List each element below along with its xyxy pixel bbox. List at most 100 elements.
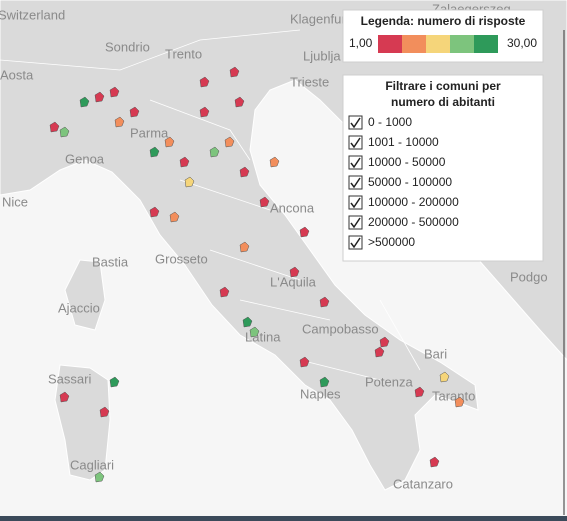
- legend-max: 30,00: [507, 36, 537, 50]
- municipality: [374, 346, 385, 358]
- legend-swatch: [474, 35, 498, 53]
- filter-item-label[interactable]: 200000 - 500000: [368, 215, 459, 229]
- filter-box: [342, 74, 544, 262]
- municipality: [209, 146, 220, 158]
- filter-panel: Filtrare i comuni per numero di abitanti…: [342, 74, 544, 262]
- municipality: [129, 106, 140, 118]
- municipality: [224, 136, 235, 148]
- filter-item-label[interactable]: 1001 - 10000: [368, 135, 439, 149]
- checkbox[interactable]: [348, 235, 363, 250]
- municipality: [439, 371, 450, 383]
- municipality: [184, 176, 195, 188]
- municipality: [242, 316, 253, 328]
- place-label: L'Aquila: [270, 274, 317, 289]
- municipality: [269, 156, 280, 168]
- municipality: [94, 471, 105, 483]
- municipality: [99, 406, 110, 418]
- place-label: Parma: [130, 125, 169, 140]
- checkmark: [350, 117, 361, 129]
- place-label: Ljublja: [303, 48, 341, 63]
- municipality: [319, 296, 330, 308]
- municipality: [149, 206, 160, 218]
- legend-swatch: [426, 35, 450, 53]
- municipalities: [49, 66, 465, 483]
- place-label: Switzerland: [0, 7, 65, 22]
- checkbox[interactable]: [348, 155, 363, 170]
- place-label: Campobasso: [302, 321, 379, 336]
- municipality: [289, 266, 300, 278]
- legend-scale: [378, 35, 498, 53]
- place-label: Trieste: [290, 74, 329, 89]
- municipality: [299, 356, 310, 368]
- municipality: [149, 146, 160, 158]
- checkmark: [350, 237, 361, 249]
- municipality: [59, 126, 70, 138]
- place-label: Catanzaro: [393, 476, 453, 491]
- filter-title: Filtrare i comuni per: [385, 79, 501, 93]
- municipality: [49, 121, 60, 133]
- checkmark: [350, 137, 361, 149]
- municipality: [414, 386, 425, 398]
- municipality: [239, 241, 250, 253]
- filter-title: numero di abitanti: [391, 95, 495, 109]
- filter-item-label[interactable]: 10000 - 50000: [368, 155, 446, 169]
- municipality: [94, 91, 105, 103]
- checkmark: [350, 157, 361, 169]
- municipality: [109, 376, 120, 388]
- filter-items: 0 - 1000 1001 - 10000 10000 - 50000 50000 -…: [348, 115, 459, 250]
- municipality: [299, 226, 310, 238]
- filter-item-label[interactable]: 0 - 1000: [368, 115, 412, 129]
- checkbox[interactable]: [348, 215, 363, 230]
- legend: Legenda: numero di risposte 1,00 30,00: [342, 9, 544, 63]
- municipality: [454, 396, 465, 408]
- corsica: [64, 259, 106, 331]
- place-label: Ancona: [270, 200, 315, 215]
- municipality: [259, 196, 270, 208]
- bottom-bar: [0, 516, 567, 521]
- place-label: Potenza: [365, 374, 413, 389]
- place-label: Grosseto: [155, 251, 208, 266]
- municipality: [114, 116, 125, 128]
- region-borders: [0, 29, 421, 381]
- place-label: Genoa: [65, 151, 105, 166]
- checkmark: [350, 197, 361, 209]
- municipality: [429, 456, 440, 468]
- place-label: Aosta: [0, 67, 34, 82]
- place-label: Trento: [165, 46, 202, 61]
- filter-item-label[interactable]: >500000: [368, 235, 415, 249]
- checkbox[interactable]: [348, 175, 363, 190]
- place-label: Klagenfurt: [290, 11, 350, 26]
- municipality: [109, 86, 120, 98]
- municipality: [239, 166, 250, 178]
- filter-item-label[interactable]: 50000 - 100000: [368, 175, 452, 189]
- municipality: [164, 136, 175, 148]
- checkmark: [350, 217, 361, 229]
- municipality: [199, 106, 210, 118]
- legend-min: 1,00: [349, 36, 373, 50]
- checkbox[interactable]: [348, 135, 363, 150]
- municipality: [169, 211, 180, 223]
- legend-title: Legenda: numero di risposte: [361, 14, 526, 28]
- municipality: [59, 391, 70, 403]
- municipality: [379, 336, 390, 348]
- municipality: [249, 326, 260, 338]
- checkmark: [350, 177, 361, 189]
- place-label: Bari: [424, 346, 447, 361]
- place-label: Cagliari: [70, 457, 114, 472]
- legend-swatch: [378, 35, 402, 53]
- checkbox[interactable]: [348, 115, 363, 130]
- municipality: [229, 66, 240, 78]
- place-label: Podgo: [510, 269, 548, 284]
- municipality: [319, 376, 330, 388]
- legend-swatch: [450, 35, 474, 53]
- filter-item-label[interactable]: 100000 - 200000: [368, 195, 459, 209]
- municipality: [234, 96, 245, 108]
- place-label: Nice: [2, 194, 28, 209]
- place-label: Naples: [300, 386, 341, 401]
- municipality: [179, 156, 190, 168]
- municipality: [219, 286, 230, 298]
- place-label: Ajaccio: [58, 300, 100, 315]
- checkbox[interactable]: [348, 195, 363, 210]
- place-label: Sondrio: [105, 39, 150, 54]
